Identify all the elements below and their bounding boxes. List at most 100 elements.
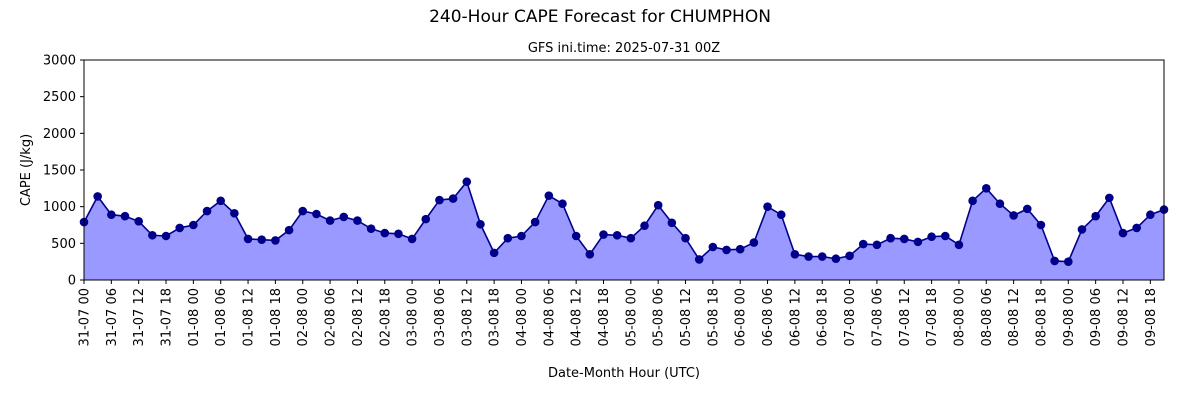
data-point-69 [1022,204,1032,214]
x-tick-label-8: 02-08 00 [296,288,311,346]
y-tick-label-1000: 1000 [43,200,76,215]
data-point-11 [230,208,239,218]
x-tick-label-0: 31-07 00 [78,288,93,346]
data-point-46 [708,242,718,252]
x-tick-label-31: 07-08 18 [925,288,940,346]
x-tick-label-6: 01-08 12 [242,288,257,346]
data-point-77 [1132,223,1141,233]
x-tick-label-14: 03-08 12 [460,288,475,346]
data-point-78 [1146,210,1155,220]
data-point-58 [872,240,882,250]
data-point-1 [93,192,102,201]
data-point-7 [175,223,184,233]
data-point-33 [530,217,540,227]
data-point-24 [407,234,417,244]
data-point-41 [640,221,649,231]
data-point-76 [1118,228,1128,238]
data-point-66 [981,184,991,193]
data-point-36 [571,231,581,241]
data-point-34 [544,191,554,200]
x-tick-label-7: 01-08 18 [269,288,284,346]
x-tick-label-26: 06-08 12 [788,288,803,346]
data-point-39 [612,230,622,240]
data-point-73 [1077,225,1087,234]
data-point-51 [776,210,786,220]
data-point-35 [558,199,567,209]
x-tick-label-30: 07-08 12 [898,288,913,346]
x-tick-label-9: 02-08 06 [324,288,339,346]
data-point-14 [271,236,280,245]
data-point-68 [1009,211,1018,220]
x-tick-label-3: 31-07 18 [160,288,175,346]
x-tick-label-21: 05-08 06 [652,288,667,346]
chart-subtitle: GFS ini.time: 2025-07-31 00Z [528,41,720,56]
x-tick-label-18: 04-08 12 [570,288,585,346]
x-tick-label-4: 01-08 00 [187,288,202,346]
y-tick-label-0: 0 [68,274,76,289]
x-tick-label-38: 09-08 12 [1116,288,1131,346]
data-point-6 [161,231,171,241]
data-point-10 [216,196,226,206]
data-point-8 [189,220,198,230]
data-point-27 [448,194,458,203]
x-tick-label-25: 06-08 06 [761,288,776,346]
x-tick-label-13: 03-08 06 [433,288,448,346]
x-tick-label-5: 01-08 06 [214,288,229,346]
data-point-31 [503,233,513,243]
data-point-43 [667,218,677,228]
x-tick-label-16: 04-08 00 [515,288,530,346]
data-point-32 [517,231,526,241]
x-tick-label-22: 05-08 12 [679,288,694,346]
x-tick-label-39: 09-08 18 [1144,288,1159,346]
data-point-18 [325,216,335,225]
y-tick-label-1500: 1500 [43,164,76,179]
data-point-74 [1091,211,1100,221]
x-tick-label-27: 06-08 18 [816,288,831,346]
cape-area-fill [84,181,1164,280]
data-point-13 [257,235,267,244]
data-point-4 [134,217,143,226]
data-point-65 [968,196,977,206]
data-point-28 [462,177,472,187]
x-tick-label-37: 09-08 06 [1089,288,1104,346]
data-point-30 [489,248,499,258]
x-tick-label-32: 08-08 00 [952,288,967,346]
y-tick-label-500: 500 [51,237,76,252]
data-point-61 [913,237,923,247]
data-point-21 [366,224,376,233]
data-point-60 [899,234,909,244]
data-point-16 [298,206,308,216]
data-point-2 [107,210,116,220]
data-point-49 [749,238,759,247]
data-point-62 [927,232,936,242]
y-tick-label-2000: 2000 [43,127,76,142]
data-point-52 [790,250,800,259]
data-point-26 [435,195,444,205]
x-tick-label-34: 08-08 12 [1007,288,1022,346]
data-point-23 [394,229,403,239]
x-tick-label-10: 02-08 12 [351,288,366,346]
data-point-59 [886,233,895,243]
x-tick-label-28: 07-08 00 [843,288,858,346]
data-point-3 [120,211,130,221]
x-tick-label-12: 03-08 00 [406,288,421,346]
data-point-9 [202,206,212,216]
data-point-15 [284,225,294,235]
x-tick-label-24: 06-08 00 [734,288,749,346]
data-point-71 [1050,256,1059,266]
x-tick-label-17: 04-08 06 [542,288,557,346]
data-point-54 [817,252,827,261]
data-point-42 [653,200,663,210]
x-tick-label-15: 03-08 18 [488,288,503,346]
data-point-29 [476,219,485,229]
x-tick-label-29: 07-08 06 [870,288,885,346]
y-tick-label-2500: 2500 [43,90,76,105]
x-tick-label-1: 31-07 06 [105,288,120,346]
data-point-45 [694,255,704,264]
data-point-44 [681,233,690,243]
data-point-37 [585,250,595,259]
data-point-19 [339,212,349,222]
data-point-25 [421,214,431,224]
chart-title: 240-Hour CAPE Forecast for CHUMPHON [429,7,771,27]
